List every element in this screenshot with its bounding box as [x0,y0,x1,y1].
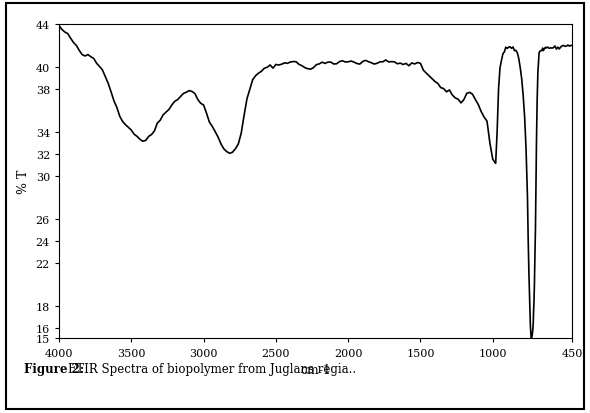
X-axis label: cm-1: cm-1 [300,363,331,376]
Y-axis label: % T: % T [17,170,30,194]
Text: Figure 2:: Figure 2: [24,362,88,375]
Text: FTIR Spectra of biopolymer from Juglans regia..: FTIR Spectra of biopolymer from Juglans … [68,362,356,375]
